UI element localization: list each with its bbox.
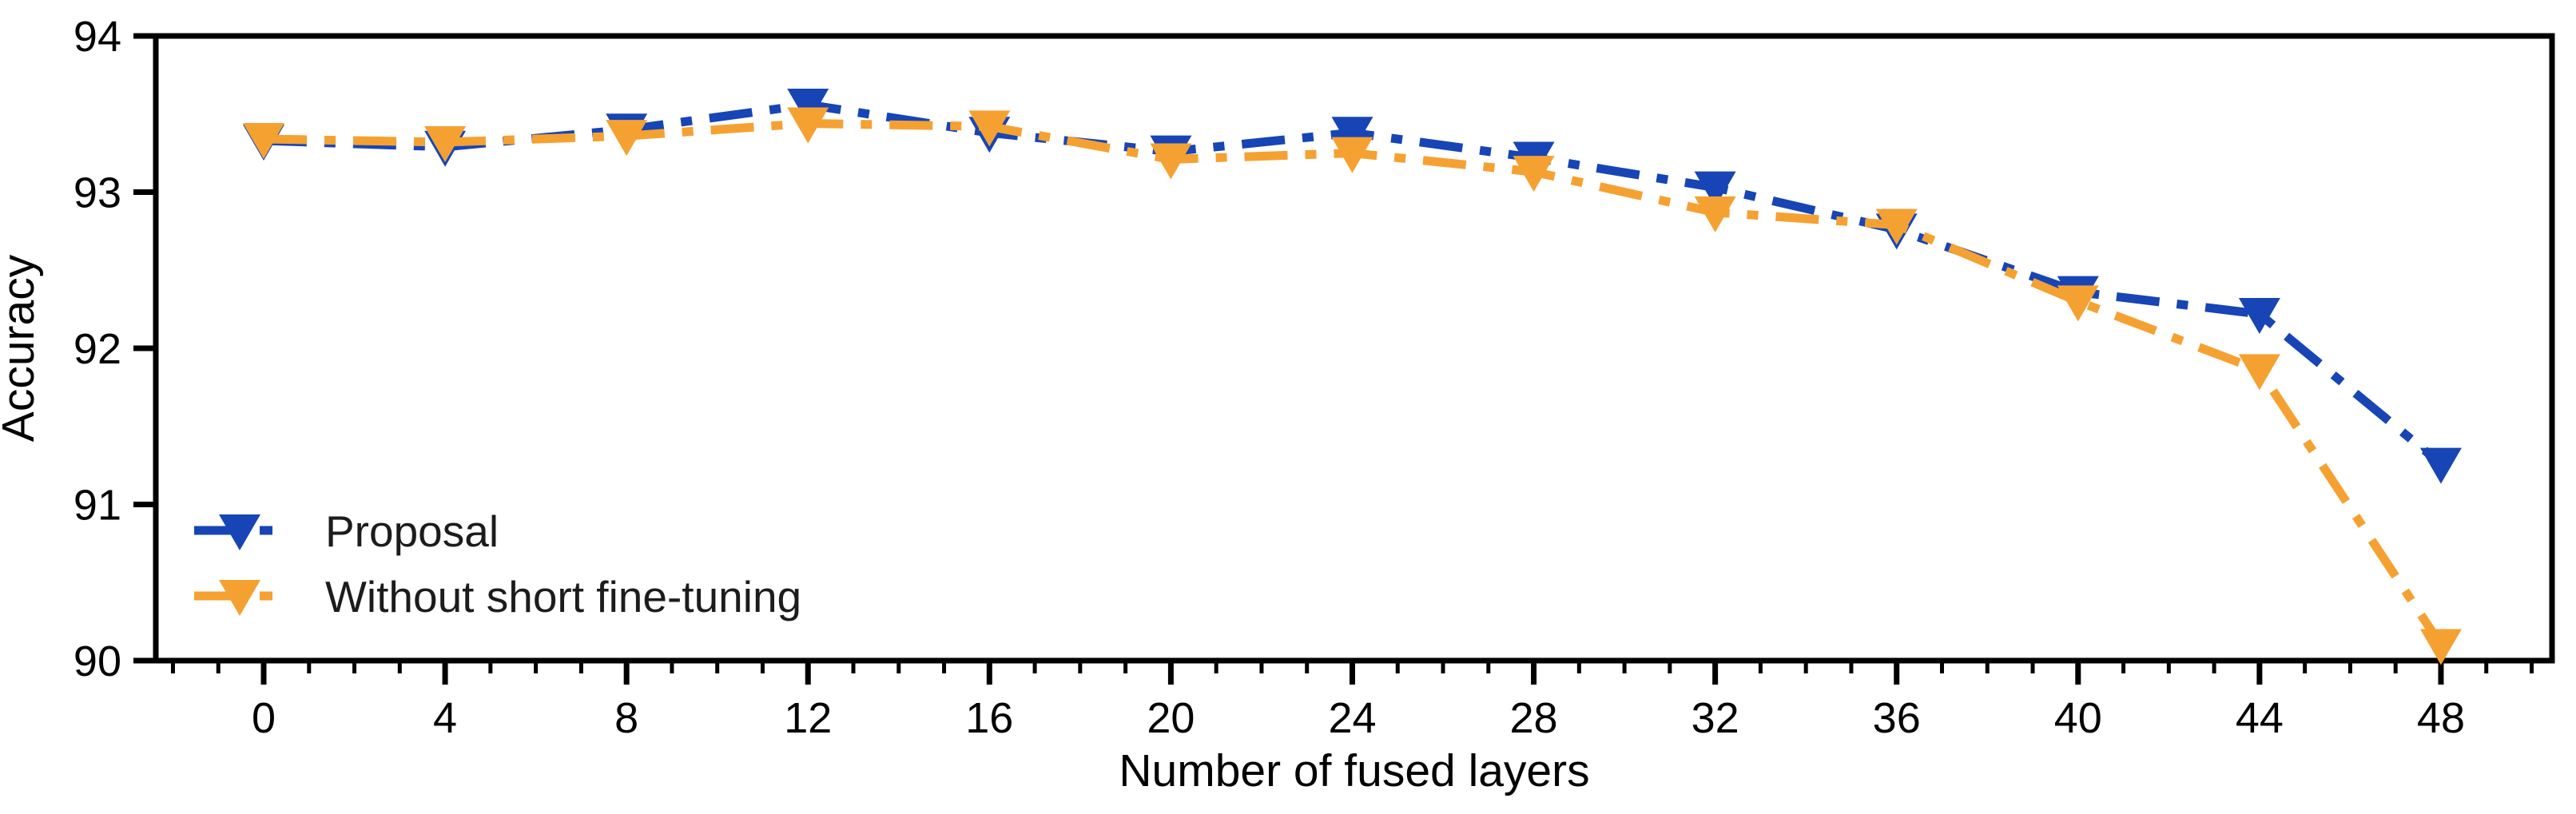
data-marker-without-short-fine-tuning	[1331, 137, 1373, 173]
data-marker-without-short-fine-tuning	[787, 107, 829, 144]
legend-item-without-short-fine-tuning: Without short fine-tuning	[325, 572, 801, 621]
x-tick-label: 24	[1328, 694, 1376, 742]
x-tick-label: 8	[614, 694, 638, 742]
legend: Proposal Without short fine-tuning	[194, 506, 801, 621]
data-marker-without-short-fine-tuning	[606, 120, 648, 157]
data-marker-without-short-fine-tuning	[243, 123, 284, 160]
data-marker-proposal	[2238, 297, 2280, 334]
legend-item-proposal: Proposal	[325, 506, 499, 556]
data-marker-proposal	[1331, 117, 1373, 153]
legend-marker-sample	[219, 514, 260, 550]
data-marker-without-short-fine-tuning	[424, 125, 467, 162]
y-axis-label: Accuracy	[0, 254, 44, 442]
data-marker-without-short-fine-tuning	[2057, 285, 2099, 322]
x-tick-label: 16	[965, 694, 1013, 742]
series-line-without-short-fine-tuning	[263, 118, 2445, 648]
data-marker-proposal	[1694, 171, 1736, 208]
data-marker-without-short-fine-tuning	[968, 110, 1011, 147]
x-tick-label: 44	[2236, 694, 2284, 742]
x-tick-label: 36	[1873, 694, 1921, 742]
data-marker-without-short-fine-tuning	[1875, 208, 1918, 245]
x-tick-label: 48	[2417, 694, 2465, 742]
y-tick-label: 93	[74, 169, 121, 217]
legend-marker-sample	[219, 580, 260, 616]
legend-swatches	[194, 514, 285, 616]
x-tick-label: 12	[784, 694, 832, 742]
data-marker-proposal	[787, 89, 829, 125]
data-marker-without-short-fine-tuning	[1694, 196, 1736, 232]
x-axis-label: Number of fused layers	[1119, 745, 1589, 796]
x-tick-label: 20	[1147, 694, 1195, 742]
x-tick-label: 40	[2054, 694, 2102, 742]
data-marker-proposal	[2419, 447, 2462, 484]
y-tick-label: 92	[74, 325, 121, 373]
x-tick-label: 28	[1510, 694, 1558, 742]
data-marker-without-short-fine-tuning	[1513, 156, 1555, 193]
x-tick-label: 32	[1691, 694, 1739, 742]
x-tick-label: 4	[433, 694, 457, 742]
data-marker-without-short-fine-tuning	[1150, 143, 1192, 180]
data-marker-without-short-fine-tuning	[2238, 354, 2280, 391]
x-tick-label: 0	[252, 694, 276, 742]
y-tick-label: 90	[74, 637, 121, 685]
y-tick-label: 94	[74, 13, 121, 61]
y-tick-label: 91	[74, 482, 121, 530]
data-marker-without-short-fine-tuning	[2419, 629, 2462, 665]
